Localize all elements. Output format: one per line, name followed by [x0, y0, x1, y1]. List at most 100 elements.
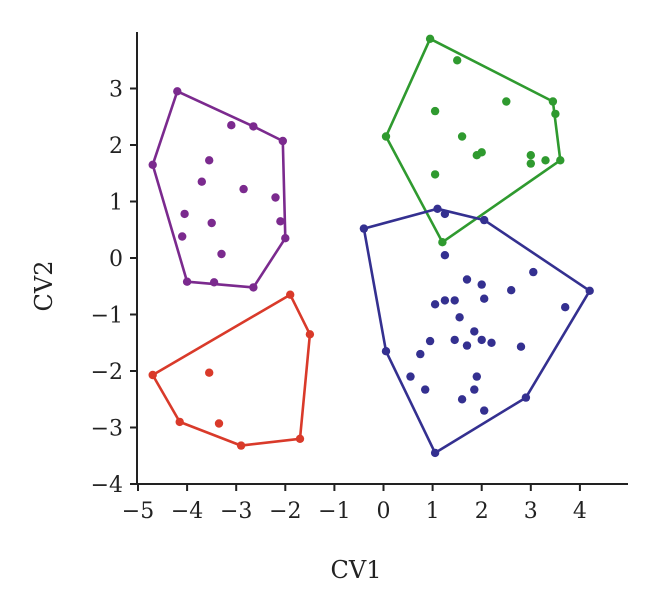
- data-point: [209, 278, 219, 287]
- data-point: [249, 283, 258, 292]
- data-point: [487, 338, 496, 347]
- data-point: [470, 327, 479, 336]
- data-point: [472, 372, 481, 381]
- data-point: [529, 267, 538, 277]
- x-tick-label: 3: [524, 499, 538, 524]
- data-point: [430, 106, 440, 116]
- data-point: [521, 393, 531, 402]
- data-point: [295, 434, 305, 443]
- data-point: [359, 224, 369, 233]
- data-point: [217, 249, 226, 259]
- x-tick-label: −1: [318, 499, 350, 524]
- data-point: [453, 56, 462, 65]
- x-tick-label: 0: [377, 499, 391, 524]
- y-tick-label: −3: [91, 417, 123, 442]
- data-point: [440, 251, 450, 260]
- data-point: [450, 335, 459, 345]
- data-point: [480, 215, 489, 225]
- data-point: [148, 370, 157, 380]
- data-point: [421, 385, 430, 394]
- data-point: [381, 347, 391, 356]
- data-point: [502, 97, 511, 106]
- data-point: [416, 349, 425, 359]
- data-point: [178, 232, 187, 241]
- cluster-1: [148, 87, 290, 292]
- data-point: [462, 341, 472, 350]
- cluster-3: [359, 204, 594, 458]
- data-point: [278, 136, 287, 146]
- x-tick-label: −2: [269, 499, 301, 524]
- x-tick-label: 4: [573, 499, 587, 524]
- x-tick-label: 1: [426, 499, 440, 524]
- data-point: [526, 151, 535, 160]
- data-point: [148, 160, 157, 169]
- data-point: [440, 296, 450, 305]
- x-tick-label: −5: [122, 499, 154, 524]
- data-point: [207, 218, 216, 228]
- data-point: [480, 406, 489, 415]
- data-point: [173, 87, 182, 96]
- cluster-hull: [384, 37, 562, 244]
- data-point: [516, 342, 526, 351]
- data-point: [438, 238, 447, 247]
- data-point: [480, 294, 489, 303]
- x-tick-label: −4: [171, 499, 203, 524]
- data-point: [214, 419, 224, 428]
- data-point: [182, 277, 192, 286]
- y-tick-label: 0: [109, 247, 123, 272]
- data-point: [197, 177, 206, 186]
- data-point: [541, 156, 550, 165]
- data-point: [470, 385, 479, 394]
- data-point: [430, 170, 440, 179]
- data-point: [205, 368, 214, 377]
- y-axis-title: CV2: [30, 261, 58, 312]
- clusters: [148, 34, 594, 458]
- data-point: [457, 132, 467, 141]
- data-point: [551, 109, 560, 119]
- y-tick-label: −1: [91, 304, 123, 329]
- data-point: [205, 156, 214, 165]
- data-point: [430, 448, 440, 458]
- data-point: [472, 151, 481, 160]
- cluster-2: [381, 34, 565, 247]
- data-point: [406, 372, 415, 381]
- data-point: [477, 280, 486, 289]
- data-point: [281, 234, 290, 243]
- data-point: [381, 132, 391, 141]
- data-point: [561, 303, 570, 312]
- cluster-hull: [151, 90, 287, 289]
- cluster-4: [148, 290, 315, 450]
- data-point: [175, 417, 184, 427]
- data-point: [548, 97, 558, 106]
- data-point: [507, 286, 516, 295]
- data-point: [271, 193, 280, 202]
- data-point: [276, 217, 285, 226]
- data-point: [450, 296, 459, 305]
- data-point: [430, 300, 440, 309]
- x-tick-label: −3: [220, 499, 252, 524]
- data-point: [425, 34, 435, 43]
- y-tick-label: −4: [91, 473, 123, 498]
- y-tick-label: 3: [109, 78, 123, 103]
- data-point: [239, 184, 248, 194]
- data-point: [286, 290, 295, 299]
- data-point: [249, 122, 258, 131]
- data-point: [585, 286, 594, 295]
- data-point: [526, 159, 535, 168]
- data-point: [305, 330, 315, 339]
- data-point: [477, 335, 486, 345]
- data-point: [227, 121, 236, 130]
- data-point: [433, 204, 442, 213]
- data-point: [455, 313, 464, 322]
- y-tick-label: 1: [109, 191, 123, 216]
- x-tick-label: 2: [475, 499, 489, 524]
- data-point: [180, 209, 189, 219]
- data-point: [457, 395, 467, 404]
- y-tick-label: −2: [91, 360, 123, 385]
- data-point: [556, 156, 565, 165]
- y-tick-label: 2: [109, 134, 123, 159]
- data-point: [462, 275, 472, 284]
- data-point: [236, 441, 246, 450]
